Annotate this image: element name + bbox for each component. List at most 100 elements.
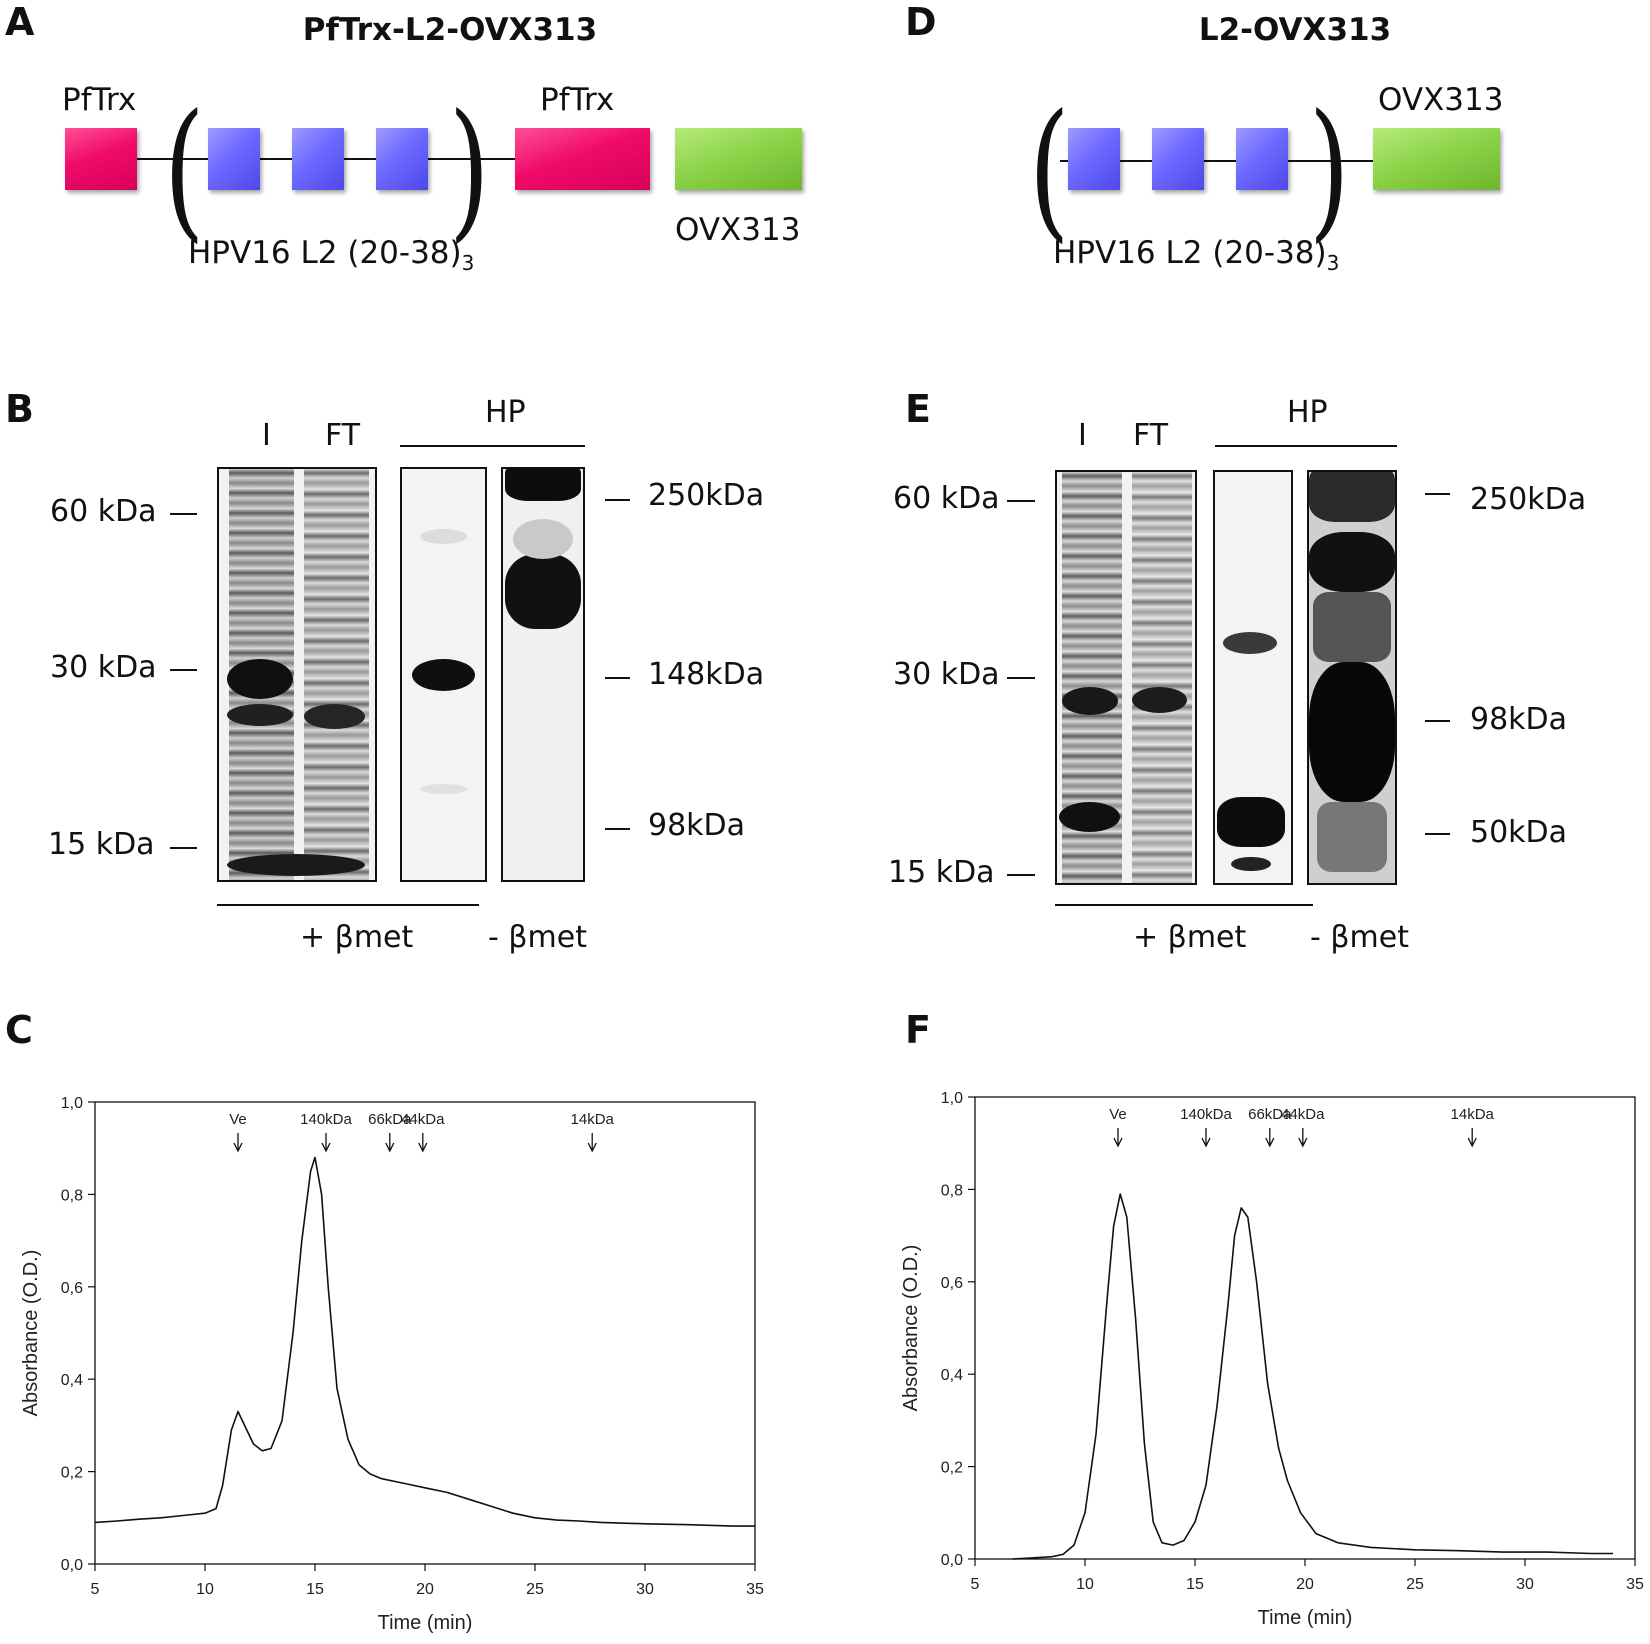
y-tick-label: 0,6 [941,1275,963,1292]
linker-line [1060,160,1385,162]
y-tick-label: 0,8 [941,1182,963,1199]
calibration-marker-arrowhead [1201,1137,1211,1148]
gel-lane-hp-reduced [400,467,487,882]
x-axis-label: Time (min) [378,1612,473,1634]
x-tick-label: 30 [636,1581,654,1598]
x-tick-label: 15 [1186,1576,1204,1593]
calibration-marker-arrowhead [321,1142,331,1153]
close-paren: ) [1308,83,1350,257]
y-tick-label: 0,6 [61,1280,83,1297]
pftrx-domain-left [65,128,137,190]
hpv-l2-label: HPV16 L2 (20-38)3 [188,235,475,276]
x-tick-label: 10 [196,1581,214,1598]
calibration-marker-label: 66kDa [1248,1106,1292,1123]
y-tick-label: 0,4 [941,1367,963,1384]
y-tick-label: 0,0 [61,1557,83,1574]
calibration-marker-label: 140kDa [1180,1106,1232,1123]
gel-lanes-i-ft [1055,470,1197,885]
y-axis-label: Absorbance (O.D.) [900,1245,922,1412]
panel-c-letter: C [5,1008,33,1052]
marker-30kda: 30 kDa [50,650,157,685]
calibration-marker-label: Ve [229,1111,247,1128]
gel-lanes-i-ft [217,467,377,882]
calibration-marker-label: 14kDa [1451,1106,1495,1123]
hp-bracket-line [1215,445,1397,447]
y-axis-label: Absorbance (O.D.) [20,1250,42,1417]
lane-label-i: I [1078,418,1087,453]
x-tick-label: 30 [1516,1576,1534,1593]
x-tick-label: 25 [1406,1576,1424,1593]
calibration-marker-arrowhead [385,1142,395,1153]
y-tick-label: 0,4 [61,1372,83,1389]
x-tick-label: 25 [526,1581,544,1598]
marker-tick [1007,874,1035,876]
bmet-bracket-line [217,904,479,906]
marker-98kda: 98kDa [648,808,746,843]
marker-tick [170,847,197,849]
l2-epitope-3 [376,128,428,190]
gel-lane-hp-nonreduced [1307,470,1397,885]
plus-bmet-label: + βmet [300,920,414,955]
l2-epitope-3 [1236,128,1288,190]
hp-bracket-line [400,445,585,447]
panel-d-letter: D [905,0,937,44]
marker-50kda: 50kDa [1470,815,1568,850]
marker-250kda: 250kDa [648,478,765,513]
marker-60kda: 60 kDa [50,494,157,529]
calibration-marker-label: 44kDa [1281,1106,1325,1123]
calibration-marker-arrowhead [1298,1137,1308,1148]
minus-bmet-label: - βmet [1310,920,1409,955]
l2-epitope-1 [208,128,260,190]
marker-15kda: 15 kDa [48,827,155,862]
lane-label-ft: FT [325,418,361,453]
close-paren: ) [448,83,490,257]
y-tick-label: 0,2 [941,1460,963,1477]
panel-a-letter: A [5,0,35,44]
marker-250kda: 250kDa [1470,482,1587,517]
lane-label-ft: FT [1133,418,1169,453]
marker-tick [170,513,197,515]
x-tick-label: 20 [1296,1576,1314,1593]
l2-epitope-2 [292,128,344,190]
panel-e-letter: E [905,387,931,431]
calibration-marker-arrowhead [418,1142,428,1153]
calibration-marker-arrowhead [1467,1137,1477,1148]
y-tick-label: 0,8 [61,1187,83,1204]
calibration-marker-arrowhead [1265,1137,1275,1148]
chart-c: 5 10 15 20 25 30 35 0,0 0,2 0,4 0,6 0,8 1,0 Time (min… [20,1095,764,1634]
ovx313-label: OVX313 [1378,82,1504,118]
marker-98kda: 98kDa [1470,702,1568,737]
chart-f: 5 10 15 20 25 30 35 0,0 0,2 0,4 0,6 0,8 1,0 Time (min… [900,1090,1644,1629]
hpv-l2-label: HPV16 L2 (20-38)3 [1053,235,1340,276]
marker-tick [605,677,630,679]
marker-tick [605,499,630,501]
marker-tick [1425,833,1450,835]
l2-epitope-2 [1152,128,1204,190]
gel-lane-hp-reduced [1213,470,1293,885]
marker-tick [1007,677,1035,679]
absorbance-trace [1012,1193,1613,1560]
panel-f-letter: F [905,1008,931,1052]
minus-bmet-label: - βmet [488,920,587,955]
marker-148kda: 148kDa [648,657,765,692]
marker-tick [1425,720,1450,722]
open-paren: ( [1028,83,1070,257]
bmet-bracket-line [1055,904,1313,906]
panel-b-letter: B [5,387,34,431]
marker-tick [170,669,197,671]
x-tick-label: 15 [306,1581,324,1598]
calibration-marker-label: 14kDa [571,1111,615,1128]
calibration-marker-label: Ve [1109,1106,1127,1123]
absorbance-trace [94,1156,755,1527]
ovx313-label: OVX313 [675,212,801,248]
y-tick-label: 1,0 [61,1095,83,1112]
hp-label: HP [1287,395,1328,430]
pftrx-right-label: PfTrx [540,82,615,118]
pftrx-domain-right [515,128,650,190]
calibration-marker-label: 66kDa [368,1111,412,1128]
x-tick-label: 35 [1626,1576,1644,1593]
marker-15kda: 15 kDa [888,855,995,890]
plot-frame [94,1101,756,1565]
marker-30kda: 30 kDa [893,657,1000,692]
hp-label: HP [485,395,526,430]
